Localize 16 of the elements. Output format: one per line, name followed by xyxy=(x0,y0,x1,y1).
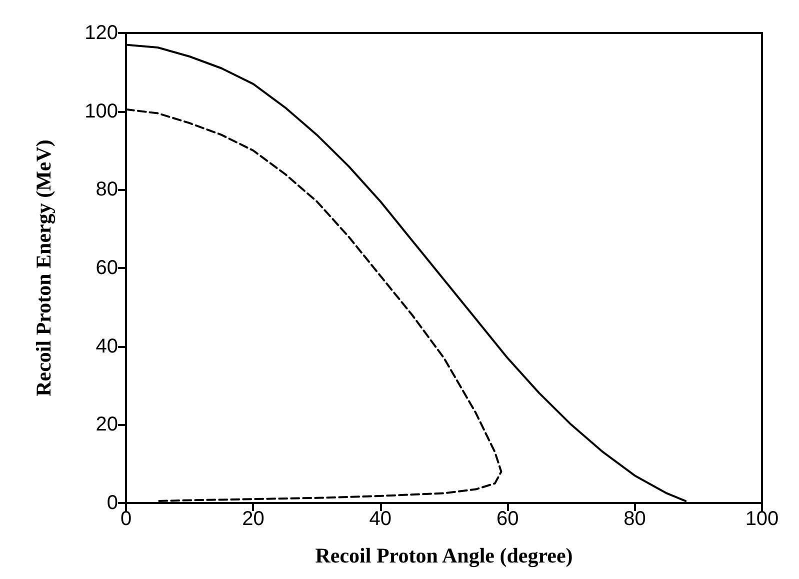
y-tick-label: 40 xyxy=(96,335,118,358)
y-tick-label: 20 xyxy=(96,414,118,436)
y-tick-label: 120 xyxy=(84,22,118,44)
line-series xyxy=(125,44,687,502)
y-tick-label: 80 xyxy=(96,178,118,201)
y-tick-label: 0 xyxy=(106,492,118,514)
x-tick-label: 20 xyxy=(242,508,264,530)
x-tick-label: 40 xyxy=(369,508,392,530)
y-tick-label: 60 xyxy=(96,257,118,279)
y-axis-title: Recoil Proton Energy (MeV) xyxy=(32,140,56,396)
x-tick-label: 100 xyxy=(745,508,779,530)
x-tick-label: 60 xyxy=(496,508,519,530)
x-tick-label: 80 xyxy=(624,508,646,530)
x-tick-label: 0 xyxy=(120,508,132,530)
x-axis-title: Recoil Proton Angle (degree) xyxy=(315,544,573,568)
y-tick-label: 100 xyxy=(84,100,118,122)
